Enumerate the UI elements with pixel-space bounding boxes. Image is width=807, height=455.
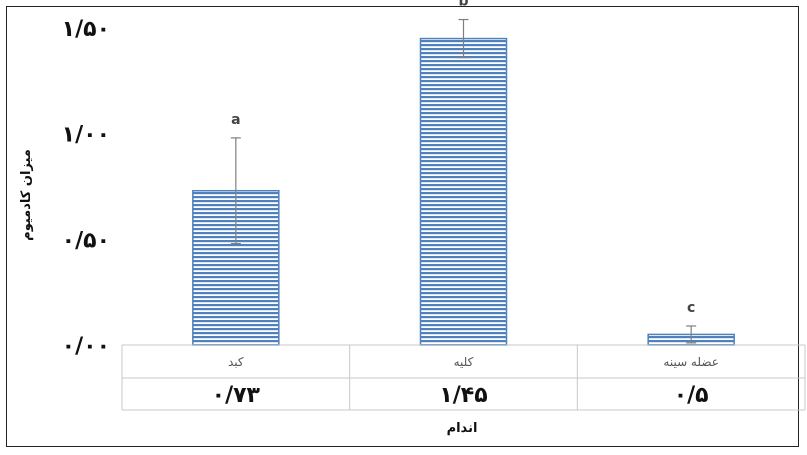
significance-letter: b <box>458 0 468 10</box>
table-value: ۰/۷۳ <box>212 383 261 408</box>
y-tick-label: ۰/۵۰ <box>62 228 110 253</box>
category-label: کلیه <box>454 355 474 369</box>
table-value: ۰/۵ <box>674 383 709 408</box>
y-tick-label: ۰/۰۰ <box>62 334 110 359</box>
y-axis-label: میزان کادمیوم <box>19 149 34 241</box>
y-axis-ticks: ۰/۰۰ ۰/۵۰ ۱/۰۰ ۱/۵۰ <box>62 17 110 359</box>
y-tick-label: ۱/۵۰ <box>62 17 110 42</box>
bars: a b c <box>192 0 735 346</box>
chart-frame <box>6 6 799 447</box>
data-table: کبد ۰/۷۳ کلیه ۱/۴۵ عضله سینه ۰/۵ <box>121 344 806 411</box>
table-value: ۱/۴۵ <box>439 383 487 408</box>
significance-letter: a <box>231 112 240 128</box>
category-label: کبد <box>228 355 244 369</box>
bar <box>419 37 508 346</box>
significance-letter: c <box>687 300 695 316</box>
x-axis-label: اندام <box>447 421 478 436</box>
category-label: عضله سینه <box>663 355 719 369</box>
y-tick-label: ۱/۰۰ <box>62 123 110 148</box>
